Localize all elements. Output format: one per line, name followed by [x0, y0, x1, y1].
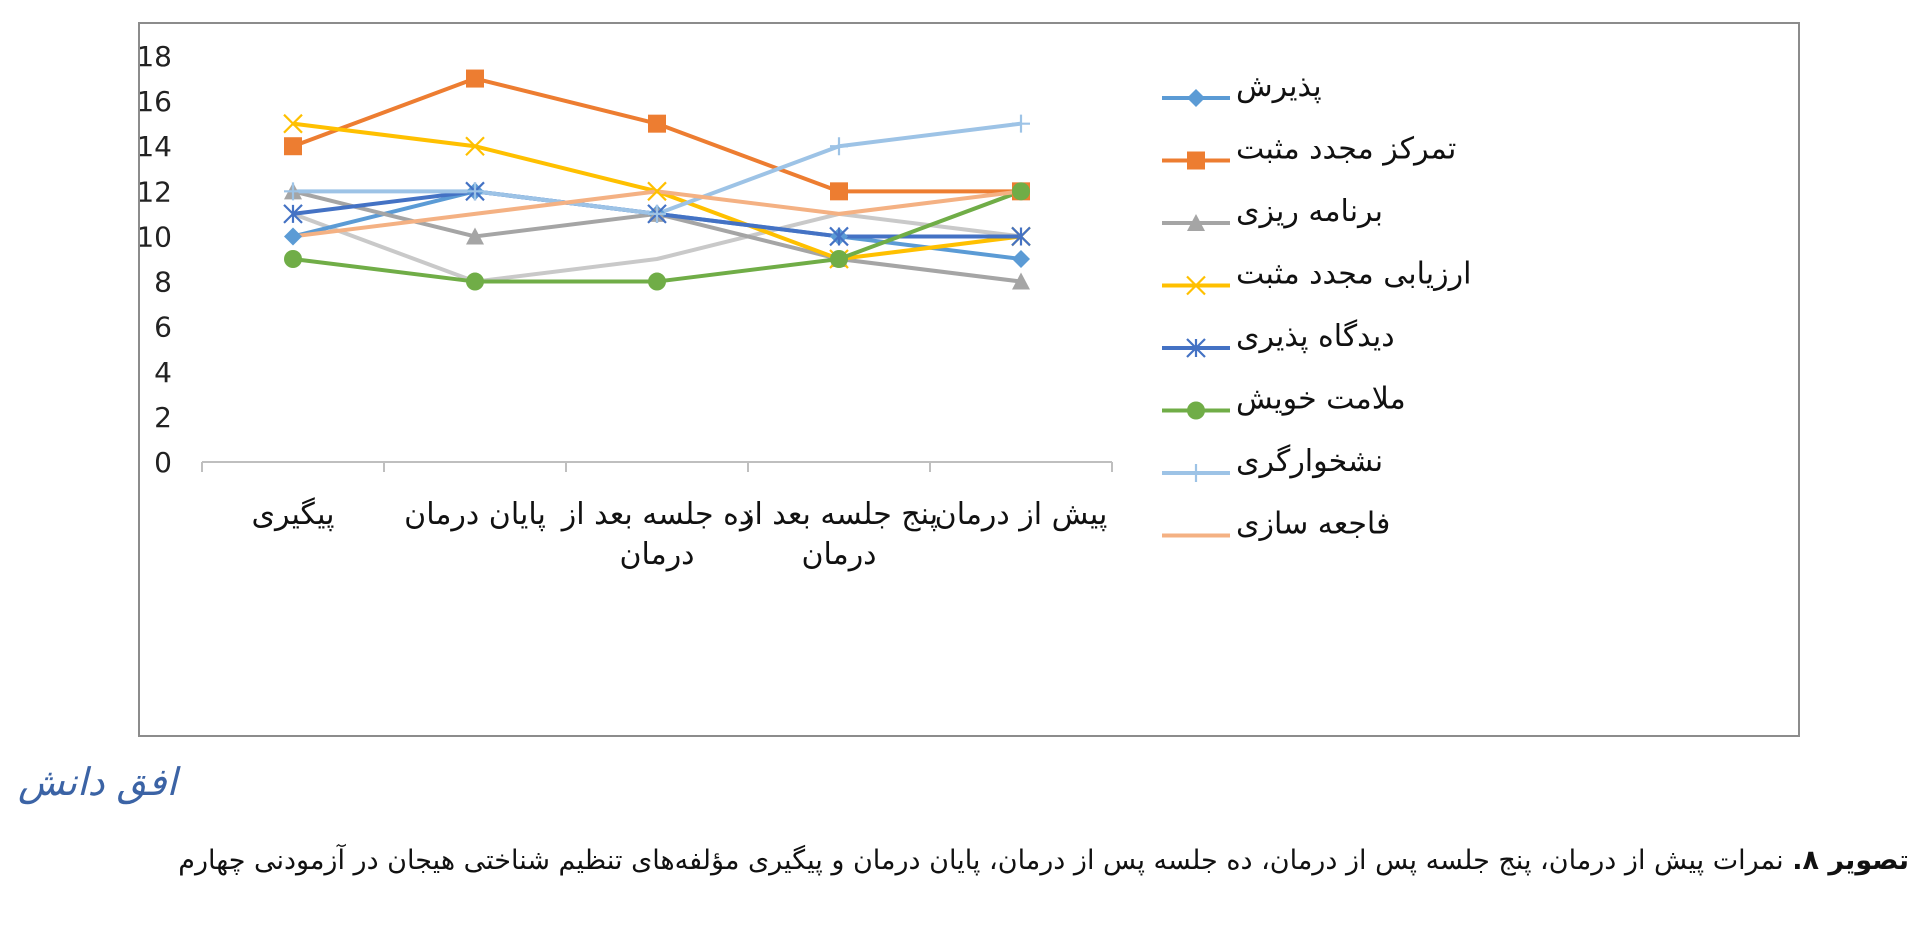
- legend-label: پذیرش: [1236, 69, 1322, 104]
- data-point: [647, 181, 667, 202]
- data-point: [1012, 114, 1030, 133]
- x-tick-label: پنج جلسه بعد از: [738, 497, 938, 532]
- legend-label: ارزیابی مجدد مثبت: [1236, 257, 1471, 292]
- y-tick-label: 8: [154, 266, 172, 299]
- x-tick-label: درمان: [619, 537, 694, 572]
- data-point: [284, 250, 302, 268]
- data-point: [1187, 151, 1205, 170]
- data-point: [1187, 89, 1205, 107]
- watermark-logo: افق دانش: [18, 760, 177, 804]
- figure-caption: تصویر ۸. نمرات پیش از درمان، پنج جلسه پس…: [178, 845, 1909, 876]
- y-tick-label: 4: [154, 356, 172, 389]
- caption-label: تصویر ۸.: [1792, 845, 1909, 876]
- legend: پذیرش تمرکز مجدد مثبت برنامه ریزی ارزیابی م…: [1162, 69, 1471, 542]
- data-point: [829, 226, 849, 247]
- y-tick-label: 18: [140, 40, 172, 73]
- x-tick-label: پیگیری: [251, 497, 334, 532]
- y-tick-label: 10: [140, 220, 172, 253]
- y-tick-label: 16: [140, 85, 172, 118]
- legend-label: نشخوارگری: [1236, 444, 1383, 479]
- data-point: [648, 204, 666, 223]
- series-line: [292, 211, 1022, 284]
- data-point: [466, 272, 484, 291]
- data-point: [648, 114, 666, 133]
- data-point: [284, 227, 302, 246]
- data-point: [830, 137, 848, 156]
- data-point: [1012, 272, 1030, 290]
- data-point: [466, 182, 484, 201]
- data-point: [466, 227, 484, 245]
- data-point: [1186, 338, 1206, 358]
- y-tick-label: 14: [140, 130, 172, 163]
- data-point: [1186, 275, 1206, 296]
- data-point: [1011, 226, 1031, 247]
- y-tick-label: 12: [140, 175, 172, 208]
- legend-label: تمرکز مجدد مثبت: [1236, 132, 1456, 167]
- legend-label: دیدگاه پذیری: [1236, 319, 1395, 354]
- chart-frame: 0 2 4 6 8 10 12 14 16 18 پیش از درمان پنج جلسه بعد …: [138, 22, 1800, 737]
- legend-label: ملامت خویش: [1236, 382, 1406, 417]
- y-tick-label: 0: [154, 446, 172, 479]
- x-tick-label: درمان: [801, 537, 876, 572]
- x-tick-label: پایان درمان: [404, 497, 546, 532]
- data-point: [283, 204, 303, 224]
- data-point: [830, 250, 848, 268]
- x-tick-label: پیش از درمان: [935, 497, 1108, 532]
- y-tick-label: 2: [154, 401, 172, 434]
- data-point: [1187, 464, 1205, 482]
- data-point: [1187, 214, 1205, 231]
- data-point: [284, 182, 302, 201]
- data-point: [1012, 250, 1030, 268]
- data-point: [1012, 182, 1030, 201]
- x-tick-label: ده جلسه بعد از: [560, 497, 752, 532]
- legend-label: فاجعه سازی: [1236, 507, 1390, 542]
- data-point: [830, 182, 848, 201]
- data-point: [1187, 401, 1205, 420]
- data-point: [465, 136, 485, 156]
- legend-label: برنامه ریزی: [1236, 194, 1383, 229]
- data-point: [283, 113, 303, 134]
- series-group: [283, 69, 1031, 291]
- data-point: [284, 137, 302, 156]
- series-line: [292, 76, 1021, 194]
- data-point: [466, 69, 484, 88]
- y-tick-label: 6: [154, 311, 172, 344]
- data-point: [648, 272, 666, 291]
- caption-text: نمرات پیش از درمان، پنج جلسه پس از درمان…: [178, 845, 1793, 876]
